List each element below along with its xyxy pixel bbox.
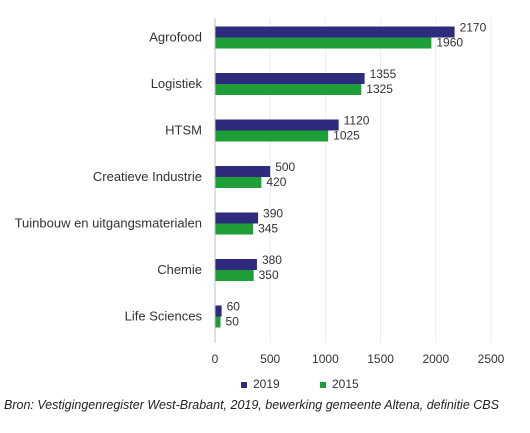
category-label-agrofood: Agrofood xyxy=(149,30,202,45)
value-label-chemie-2015: 350 xyxy=(259,268,279,282)
value-label-logistiek-2019: 1355 xyxy=(370,67,397,81)
category-label-logistiek: Logistiek xyxy=(151,76,203,91)
axes: 0 500 1000 1500 2000 2500 xyxy=(212,18,505,366)
source-note: Bron: Vestigingenregister West-Brabant, … xyxy=(4,398,499,412)
bar-tuinbouw-en-uitgangsmaterialen-2019 xyxy=(215,212,259,224)
bar-chemie-2015 xyxy=(215,270,254,281)
value-label-agrofood-2015: 1960 xyxy=(436,36,463,50)
category-label-chemie: Chemie xyxy=(157,262,202,277)
value-label-tuinbouw-en-uitgangsmaterialen-2019: 390 xyxy=(263,207,283,221)
value-label-logistiek-2015: 1325 xyxy=(366,82,393,96)
x-tick-label-1000: 1000 xyxy=(312,352,339,366)
x-tick-label-0: 0 xyxy=(212,352,219,366)
value-label-tuinbouw-en-uitgangsmaterialen-2015: 345 xyxy=(258,222,278,236)
legend-label-2015: 2015 xyxy=(332,377,359,391)
value-label-agrofood-2019: 2170 xyxy=(460,21,487,35)
x-tick-label-1500: 1500 xyxy=(367,352,394,366)
value-label-creatieve-industrie-2019: 500 xyxy=(275,160,295,174)
legend-swatch-2019 xyxy=(241,382,247,388)
bar-htsm-2015 xyxy=(215,130,329,142)
category-label-creatieve-industrie: Creatieve Industrie xyxy=(93,169,202,184)
x-tick-label-2500: 2500 xyxy=(478,352,505,366)
bar-logistiek-2019 xyxy=(215,73,365,84)
value-label-life-sciences-2015: 50 xyxy=(226,315,240,329)
bar-logistiek-2015 xyxy=(215,84,362,95)
bar-htsm-2019 xyxy=(215,119,339,131)
value-label-life-sciences-2019: 60 xyxy=(227,300,241,314)
bar-agrofood-2019 xyxy=(215,26,455,38)
value-label-htsm-2019: 1120 xyxy=(344,114,370,128)
bar-tuinbouw-en-uitgangsmaterialen-2015 xyxy=(215,223,254,235)
category-label-life-sciences: Life Sciences xyxy=(125,309,203,324)
value-label-htsm-2015: 1025 xyxy=(333,129,360,143)
bar-creatieve-industrie-2015 xyxy=(215,177,262,188)
bar-agrofood-2015 xyxy=(215,37,432,49)
value-label-creatieve-industrie-2015: 420 xyxy=(266,175,286,189)
category-label-tuinbouw-en-uitgangsmaterialen: Tuinbouw en uitgangsmaterialen xyxy=(15,216,202,231)
value-label-chemie-2019: 380 xyxy=(262,253,282,267)
bar-creatieve-industrie-2019 xyxy=(215,166,271,177)
bars xyxy=(215,26,455,328)
legend-swatch-2015 xyxy=(320,382,326,388)
x-tick-label-500: 500 xyxy=(260,352,280,366)
bar-life-sciences-2019 xyxy=(215,305,222,317)
x-tick-label-2000: 2000 xyxy=(422,352,449,366)
legend-label-2019: 2019 xyxy=(253,377,280,391)
grid xyxy=(269,18,492,343)
bar-chemie-2019 xyxy=(215,259,257,270)
category-label-htsm: HTSM xyxy=(165,123,202,138)
legend: 2019 2015 xyxy=(241,377,359,391)
bar-life-sciences-2015 xyxy=(215,316,221,328)
